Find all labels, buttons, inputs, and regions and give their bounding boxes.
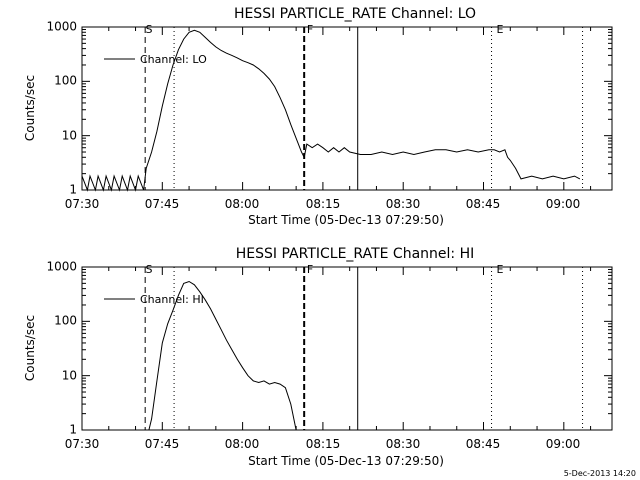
panel-hi-y-tick-label-100: 100	[54, 314, 77, 328]
panel-hi-marker-label-e: E	[497, 263, 504, 276]
panel-lo-y-axis-label: Counts/sec	[23, 75, 37, 141]
panel-lo-series-line	[81, 29, 581, 192]
panel-lo-x-tick-label-0745: 07:45	[145, 197, 180, 211]
panel-hi-y-tick-label-1000: 1000	[46, 260, 77, 274]
panel-hi-plot-frame	[81, 266, 613, 431]
panel-lo-x-tick-label-0730: 07:30	[65, 197, 100, 211]
panel-hi-marker-label-s: S	[146, 263, 153, 276]
panel-hi-y-tick-label-10: 10	[62, 369, 77, 383]
panel-hi-x-tick-label-0900: 09:00	[546, 437, 581, 451]
panel-hi-x-axis-label: Start Time (05-Dec-13 07:29:50)	[248, 454, 444, 468]
panel-lo-marker-label-f: F	[307, 23, 313, 36]
panel-hi-x-ticks	[81, 267, 592, 430]
panel-hi-title: HESSI PARTICLE_RATE Channel: HI	[236, 246, 474, 262]
panel-hi-marker-label-f: F	[307, 263, 313, 276]
panel-hi-series-line	[148, 280, 297, 431]
panel-lo-y-tick-label-10: 10	[62, 129, 77, 143]
panel-hi-y-ticks	[82, 266, 612, 431]
panel-hi: HESSI PARTICLE_RATE Channel: HI Counts/s…	[23, 246, 613, 468]
panel-hi-event-markers	[144, 267, 584, 430]
panel-lo-x-ticks	[81, 27, 592, 190]
panel-hi-x-tick-label-0800: 08:00	[225, 437, 260, 451]
panel-lo-plot-frame	[81, 26, 613, 191]
panel-hi-y-tick-label-1: 1	[69, 423, 77, 437]
panel-hi-x-tick-label-0815: 08:15	[306, 437, 341, 451]
panel-lo-y-tick-label-1000: 1000	[46, 20, 77, 34]
panel-lo-x-tick-label-0900: 09:00	[546, 197, 581, 211]
panel-lo-y-ticks	[82, 26, 612, 191]
panel-lo-x-axis-label: Start Time (05-Dec-13 07:29:50)	[248, 213, 444, 227]
panel-hi-x-tick-label-0845: 08:45	[466, 437, 501, 451]
panel-lo-x-tick-label-0845: 08:45	[466, 197, 501, 211]
panel-lo-y-tick-label-100: 100	[54, 74, 77, 88]
panel-hi-x-tick-label-0745: 07:45	[145, 437, 180, 451]
panel-lo-x-tick-label-0830: 08:30	[386, 197, 421, 211]
panel-hi-x-tick-label-0730: 07:30	[65, 437, 100, 451]
panel-lo-event-markers	[144, 27, 584, 190]
panel-lo-marker-label-e: E	[497, 23, 504, 36]
panel-hi-y-axis-label: Counts/sec	[23, 315, 37, 381]
panel-hi-x-tick-label-0830: 08:30	[386, 437, 421, 451]
panel-lo-legend-label: Channel: LO	[140, 53, 207, 66]
panel-lo: HESSI PARTICLE_RATE Channel: LO Counts/s…	[23, 6, 613, 227]
panel-lo-y-tick-label-1: 1	[69, 183, 77, 197]
panel-lo-x-tick-label-0815: 08:15	[306, 197, 341, 211]
footer-timestamp: 5-Dec-2013 14:20	[564, 469, 636, 478]
panel-hi-legend-label: Channel: HI	[140, 293, 204, 306]
panel-lo-marker-label-s: S	[146, 23, 153, 36]
panel-lo-title: HESSI PARTICLE_RATE Channel: LO	[234, 6, 476, 22]
panel-lo-x-tick-label-0800: 08:00	[225, 197, 260, 211]
